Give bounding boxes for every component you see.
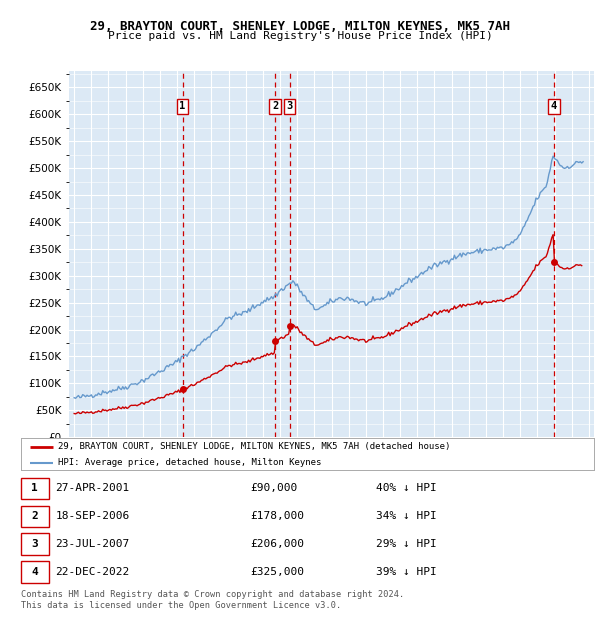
Text: HPI: Average price, detached house, Milton Keynes: HPI: Average price, detached house, Milt… (58, 458, 322, 467)
Text: 40% ↓ HPI: 40% ↓ HPI (376, 483, 437, 494)
Text: 4: 4 (31, 567, 38, 577)
Text: 23-JUL-2007: 23-JUL-2007 (55, 539, 130, 549)
Text: £178,000: £178,000 (250, 511, 304, 521)
Text: 3: 3 (287, 101, 293, 111)
Text: 4: 4 (551, 101, 557, 111)
Text: 3: 3 (31, 539, 38, 549)
Text: 29, BRAYTON COURT, SHENLEY LODGE, MILTON KEYNES, MK5 7AH (detached house): 29, BRAYTON COURT, SHENLEY LODGE, MILTON… (58, 442, 451, 451)
Text: 18-SEP-2006: 18-SEP-2006 (55, 511, 130, 521)
Text: Price paid vs. HM Land Registry's House Price Index (HPI): Price paid vs. HM Land Registry's House … (107, 31, 493, 41)
Text: 27-APR-2001: 27-APR-2001 (55, 483, 130, 494)
Text: Contains HM Land Registry data © Crown copyright and database right 2024.: Contains HM Land Registry data © Crown c… (21, 590, 404, 600)
Text: 29, BRAYTON COURT, SHENLEY LODGE, MILTON KEYNES, MK5 7AH: 29, BRAYTON COURT, SHENLEY LODGE, MILTON… (90, 20, 510, 33)
Text: 2: 2 (272, 101, 278, 111)
FancyBboxPatch shape (21, 561, 49, 583)
Text: £325,000: £325,000 (250, 567, 304, 577)
Text: 29% ↓ HPI: 29% ↓ HPI (376, 539, 437, 549)
FancyBboxPatch shape (21, 505, 49, 527)
Text: 22-DEC-2022: 22-DEC-2022 (55, 567, 130, 577)
FancyBboxPatch shape (21, 477, 49, 499)
FancyBboxPatch shape (21, 533, 49, 555)
Text: 1: 1 (179, 101, 186, 111)
Text: £90,000: £90,000 (250, 483, 298, 494)
Text: This data is licensed under the Open Government Licence v3.0.: This data is licensed under the Open Gov… (21, 601, 341, 611)
Text: 39% ↓ HPI: 39% ↓ HPI (376, 567, 437, 577)
Text: 2: 2 (31, 511, 38, 521)
Text: 34% ↓ HPI: 34% ↓ HPI (376, 511, 437, 521)
Text: £206,000: £206,000 (250, 539, 304, 549)
Text: 1: 1 (31, 483, 38, 494)
